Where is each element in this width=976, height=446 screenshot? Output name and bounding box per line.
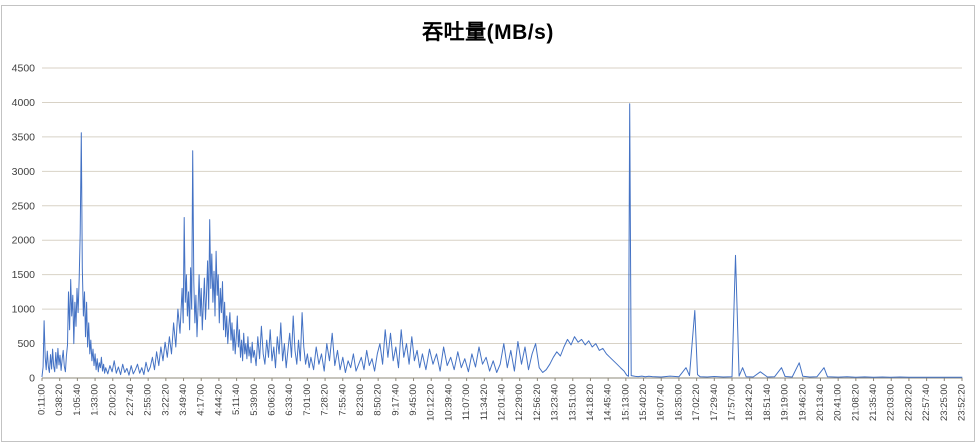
x-tick-label: 22:03:00 xyxy=(886,384,897,421)
x-tick-label: 11:07:00 xyxy=(461,384,472,420)
x-tick-label: 16:07:40 xyxy=(656,384,667,421)
x-tick-label: 3:49:40 xyxy=(178,384,189,416)
x-tick-label: 14:18:20 xyxy=(585,384,596,421)
x-tick-label: 21:08:20 xyxy=(850,384,861,421)
x-tick-label: 14:45:40 xyxy=(603,384,614,421)
x-tick-label: 11:34:20 xyxy=(479,384,490,420)
x-tick-label: 22:30:20 xyxy=(903,384,914,421)
y-tick-label: 3500 xyxy=(12,131,36,143)
x-tick-label: 10:39:40 xyxy=(443,384,454,421)
x-tick-label: 13:23:40 xyxy=(550,384,561,421)
y-tick-label: 2500 xyxy=(12,200,36,212)
x-tick-label: 2:27:40 xyxy=(125,384,136,416)
x-tick-label: 6:33:40 xyxy=(284,384,295,416)
x-tick-label: 19:46:20 xyxy=(797,384,808,421)
x-tick-label: 1:05:40 xyxy=(72,384,83,416)
x-tick-label: 4:44:20 xyxy=(213,384,224,416)
x-tick-label: 13:51:00 xyxy=(567,384,578,421)
x-tick-label: 0:11:00 xyxy=(37,384,48,415)
x-tick-label: 12:56:20 xyxy=(532,384,543,421)
y-tick-label: 4500 xyxy=(12,63,36,75)
x-tick-label: 0:38:20 xyxy=(54,384,65,416)
x-tick-label: 4:17:00 xyxy=(196,384,207,416)
y-tick-label: 0 xyxy=(29,373,35,385)
x-tick-label: 18:24:20 xyxy=(744,384,755,421)
throughput-series-line xyxy=(41,103,963,378)
x-tick-label: 15:40:20 xyxy=(638,384,649,421)
y-tick-label: 1500 xyxy=(12,269,36,281)
y-tick-label: 1000 xyxy=(12,304,36,316)
y-tick-label: 500 xyxy=(17,338,35,350)
y-tick-label: 2000 xyxy=(12,235,36,247)
x-tick-label: 17:02:20 xyxy=(691,384,702,421)
chart-title: 吞吐量(MB/s) xyxy=(422,21,554,44)
x-tick-label: 2:55:00 xyxy=(143,384,154,416)
x-tick-label: 16:35:00 xyxy=(673,384,684,421)
x-tick-label: 20:41:00 xyxy=(833,384,844,421)
gridlines xyxy=(42,67,962,379)
x-tick-label: 9:17:40 xyxy=(390,384,401,416)
x-tick-label: 1:33:00 xyxy=(90,384,101,416)
y-axis-labels: 0 500 1000 1500 2000 2500 3000 3500 4000 4500 xyxy=(12,63,36,385)
x-tick-label: 8:50:20 xyxy=(373,384,384,416)
x-tick-label: 19:19:00 xyxy=(780,384,791,421)
chart-frame-border xyxy=(1,5,975,442)
x-tick-label: 17:29:40 xyxy=(709,384,720,421)
x-tick-label: 18:51:40 xyxy=(762,384,773,421)
x-tick-label: 17:57:00 xyxy=(727,384,738,421)
x-tick-label: 5:39:00 xyxy=(249,384,260,416)
x-tick-label: 23:25:00 xyxy=(939,384,950,421)
x-tick-label: 21:35:40 xyxy=(868,384,879,421)
x-tick-label: 8:23:00 xyxy=(355,384,366,416)
x-tick-label: 9:45:00 xyxy=(408,384,419,416)
x-tick-label: 15:13:00 xyxy=(620,384,631,421)
x-tick-label: 10:12:20 xyxy=(426,384,437,421)
x-tick-label: 12:01:40 xyxy=(497,384,508,421)
x-tick-label: 3:22:20 xyxy=(160,384,171,416)
x-tick-label: 22:57:40 xyxy=(921,384,932,421)
x-tick-label: 20:13:40 xyxy=(815,384,826,421)
x-tick-label: 23:52:20 xyxy=(957,384,968,421)
x-tick-label: 7:01:00 xyxy=(302,384,313,416)
x-tick-label: 12:29:00 xyxy=(514,384,525,421)
x-tick-label: 7:28:20 xyxy=(320,384,331,416)
y-tick-label: 4000 xyxy=(12,97,36,109)
x-tick-label: 6:06:20 xyxy=(267,384,278,416)
x-tick-label: 5:11:40 xyxy=(231,384,242,415)
x-axis-labels: 0:11:00 0:38:20 1:05:40 1:33:00 2:00:20 2:27:… xyxy=(37,384,968,421)
y-tick-label: 3000 xyxy=(12,166,36,178)
x-tick-label: 2:00:20 xyxy=(107,384,118,416)
x-tick-label: 7:55:40 xyxy=(337,384,348,416)
